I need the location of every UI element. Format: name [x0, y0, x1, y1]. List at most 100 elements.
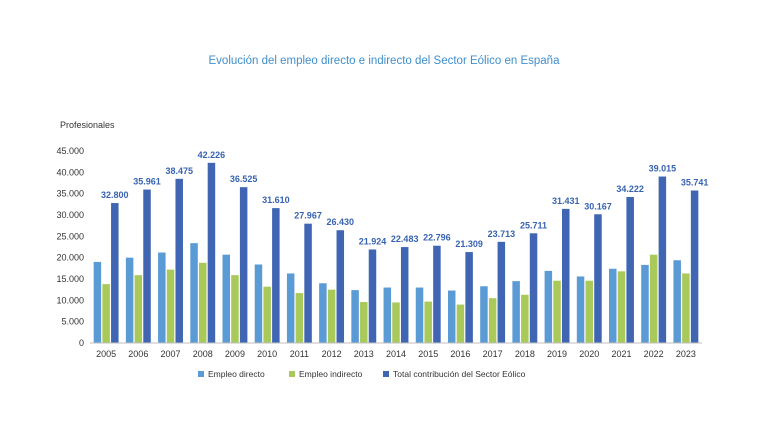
- data-label: 35.961: [133, 177, 161, 187]
- bar-0-2013: [351, 290, 359, 343]
- legend-label: Total contribución del Sector Eólico: [393, 369, 526, 379]
- bar-2-2005: [111, 203, 119, 343]
- x-tick-label: 2019: [547, 349, 567, 359]
- bar-2-2016: [465, 252, 473, 343]
- data-labels-group: 32.800 35.961 38.475 42.226 36.525 31.610 27.9…: [101, 150, 708, 249]
- data-label: 36.525: [230, 174, 258, 184]
- bar-1-2006: [134, 275, 143, 343]
- data-label: 25.711: [520, 220, 547, 230]
- y-tick-label: 15.000: [56, 274, 84, 284]
- bar-2-2020: [594, 214, 602, 343]
- y-tick-label: 25.000: [56, 231, 84, 241]
- x-tick-label: 2016: [450, 349, 470, 359]
- y-tick-label: 10.000: [56, 295, 84, 305]
- x-tick-label: 2010: [257, 349, 277, 359]
- bar-0-2006: [125, 257, 134, 343]
- x-tick-label: 2020: [579, 349, 599, 359]
- bar-2-2023: [690, 190, 699, 343]
- bar-0-2014: [383, 287, 392, 343]
- bar-2-2012: [336, 230, 345, 343]
- bar-1-2015: [424, 301, 432, 343]
- bar-1-2011: [295, 293, 304, 343]
- data-label: 27.967: [294, 211, 322, 221]
- bar-1-2022: [649, 254, 658, 343]
- legend-label: Empleo indirecto: [299, 369, 363, 379]
- bar-1-2013: [360, 302, 368, 343]
- bar-2-2018: [529, 233, 538, 343]
- bar-1-2007: [166, 269, 175, 343]
- legend-label: Empleo directo: [208, 369, 265, 379]
- x-tick-label: 2014: [386, 349, 406, 359]
- bar-1-2019: [553, 280, 561, 343]
- x-tick-label: 2005: [96, 349, 116, 359]
- bar-0-2009: [222, 254, 230, 343]
- bar-0-2022: [641, 264, 649, 343]
- data-label: 30.167: [584, 201, 612, 211]
- data-label: 22.483: [391, 234, 419, 244]
- x-tick-label: 2023: [676, 349, 696, 359]
- x-axis-ticks: 2005 2006 2007 2008 2009 2010 2011 2012 2013 2014…: [96, 349, 696, 359]
- bar-0-2011: [286, 273, 295, 343]
- x-tick-label: 2011: [290, 349, 309, 359]
- x-tick-label: 2015: [418, 349, 438, 359]
- bar-1-2005: [102, 284, 110, 343]
- bar-0-2016: [447, 290, 456, 343]
- bar-0-2007: [158, 252, 166, 343]
- bar-0-2018: [512, 281, 520, 343]
- y-tick-label: 35.000: [56, 189, 84, 199]
- bar-2-2010: [272, 208, 280, 343]
- bar-0-2015: [415, 287, 424, 343]
- x-tick-label: 2012: [322, 349, 342, 359]
- bar-2-2013: [368, 249, 377, 343]
- bar-0-2021: [609, 268, 617, 343]
- data-label: 34.222: [616, 184, 644, 194]
- data-label: 42.226: [198, 150, 226, 160]
- bar-2-2021: [626, 196, 634, 343]
- bar-1-2012: [327, 289, 336, 343]
- bar-2-2008: [207, 162, 216, 343]
- bar-0-2005: [93, 261, 102, 343]
- x-tick-label: 2018: [515, 349, 535, 359]
- bar-2-2019: [562, 208, 570, 343]
- bar-0-2017: [480, 286, 488, 343]
- x-tick-label: 2009: [225, 349, 245, 359]
- bar-2-2007: [175, 178, 183, 343]
- bar-0-2012: [319, 283, 327, 343]
- bars-group: [93, 162, 699, 343]
- data-label: 26.430: [327, 217, 355, 227]
- bar-2-2022: [658, 176, 667, 343]
- y-axis-ticks: 0 5.000 10.000 15.000 20.000 25.000 30.000 35.0…: [56, 146, 84, 348]
- bar-1-2010: [263, 286, 271, 343]
- data-label: 21.924: [359, 236, 387, 246]
- bar-0-2010: [254, 264, 263, 343]
- bar-2-2015: [433, 245, 441, 343]
- x-tick-label: 2008: [193, 349, 213, 359]
- y-tick-label: 0: [79, 338, 84, 348]
- bar-2-2014: [400, 247, 409, 343]
- bar-1-2014: [392, 302, 400, 343]
- bar-2-2006: [143, 189, 151, 343]
- y-tick-label: 30.000: [56, 210, 84, 220]
- bar-1-2016: [456, 304, 465, 343]
- bar-0-2020: [576, 276, 585, 343]
- bar-2-2017: [497, 241, 506, 343]
- legend-swatch: [198, 371, 204, 377]
- data-label: 21.309: [455, 239, 483, 249]
- x-tick-label: 2013: [354, 349, 374, 359]
- bar-0-2008: [190, 243, 198, 343]
- legend: Empleo directo Empleo indirecto Total cont…: [198, 369, 526, 379]
- legend-swatch: [289, 371, 295, 377]
- bar-1-2023: [682, 273, 690, 343]
- x-tick-label: 2017: [483, 349, 503, 359]
- x-tick-label: 2006: [128, 349, 148, 359]
- data-label: 31.610: [262, 195, 290, 205]
- data-label: 35.741: [681, 178, 709, 188]
- data-label: 23.713: [488, 229, 516, 239]
- data-label: 32.800: [101, 190, 129, 200]
- x-tick-label: 2022: [644, 349, 664, 359]
- chart-title: Evolución del empleo directo e indirecto…: [209, 55, 561, 67]
- bar-2-2009: [239, 187, 248, 343]
- data-label: 31.431: [552, 196, 580, 206]
- y-tick-label: 5.000: [61, 317, 84, 327]
